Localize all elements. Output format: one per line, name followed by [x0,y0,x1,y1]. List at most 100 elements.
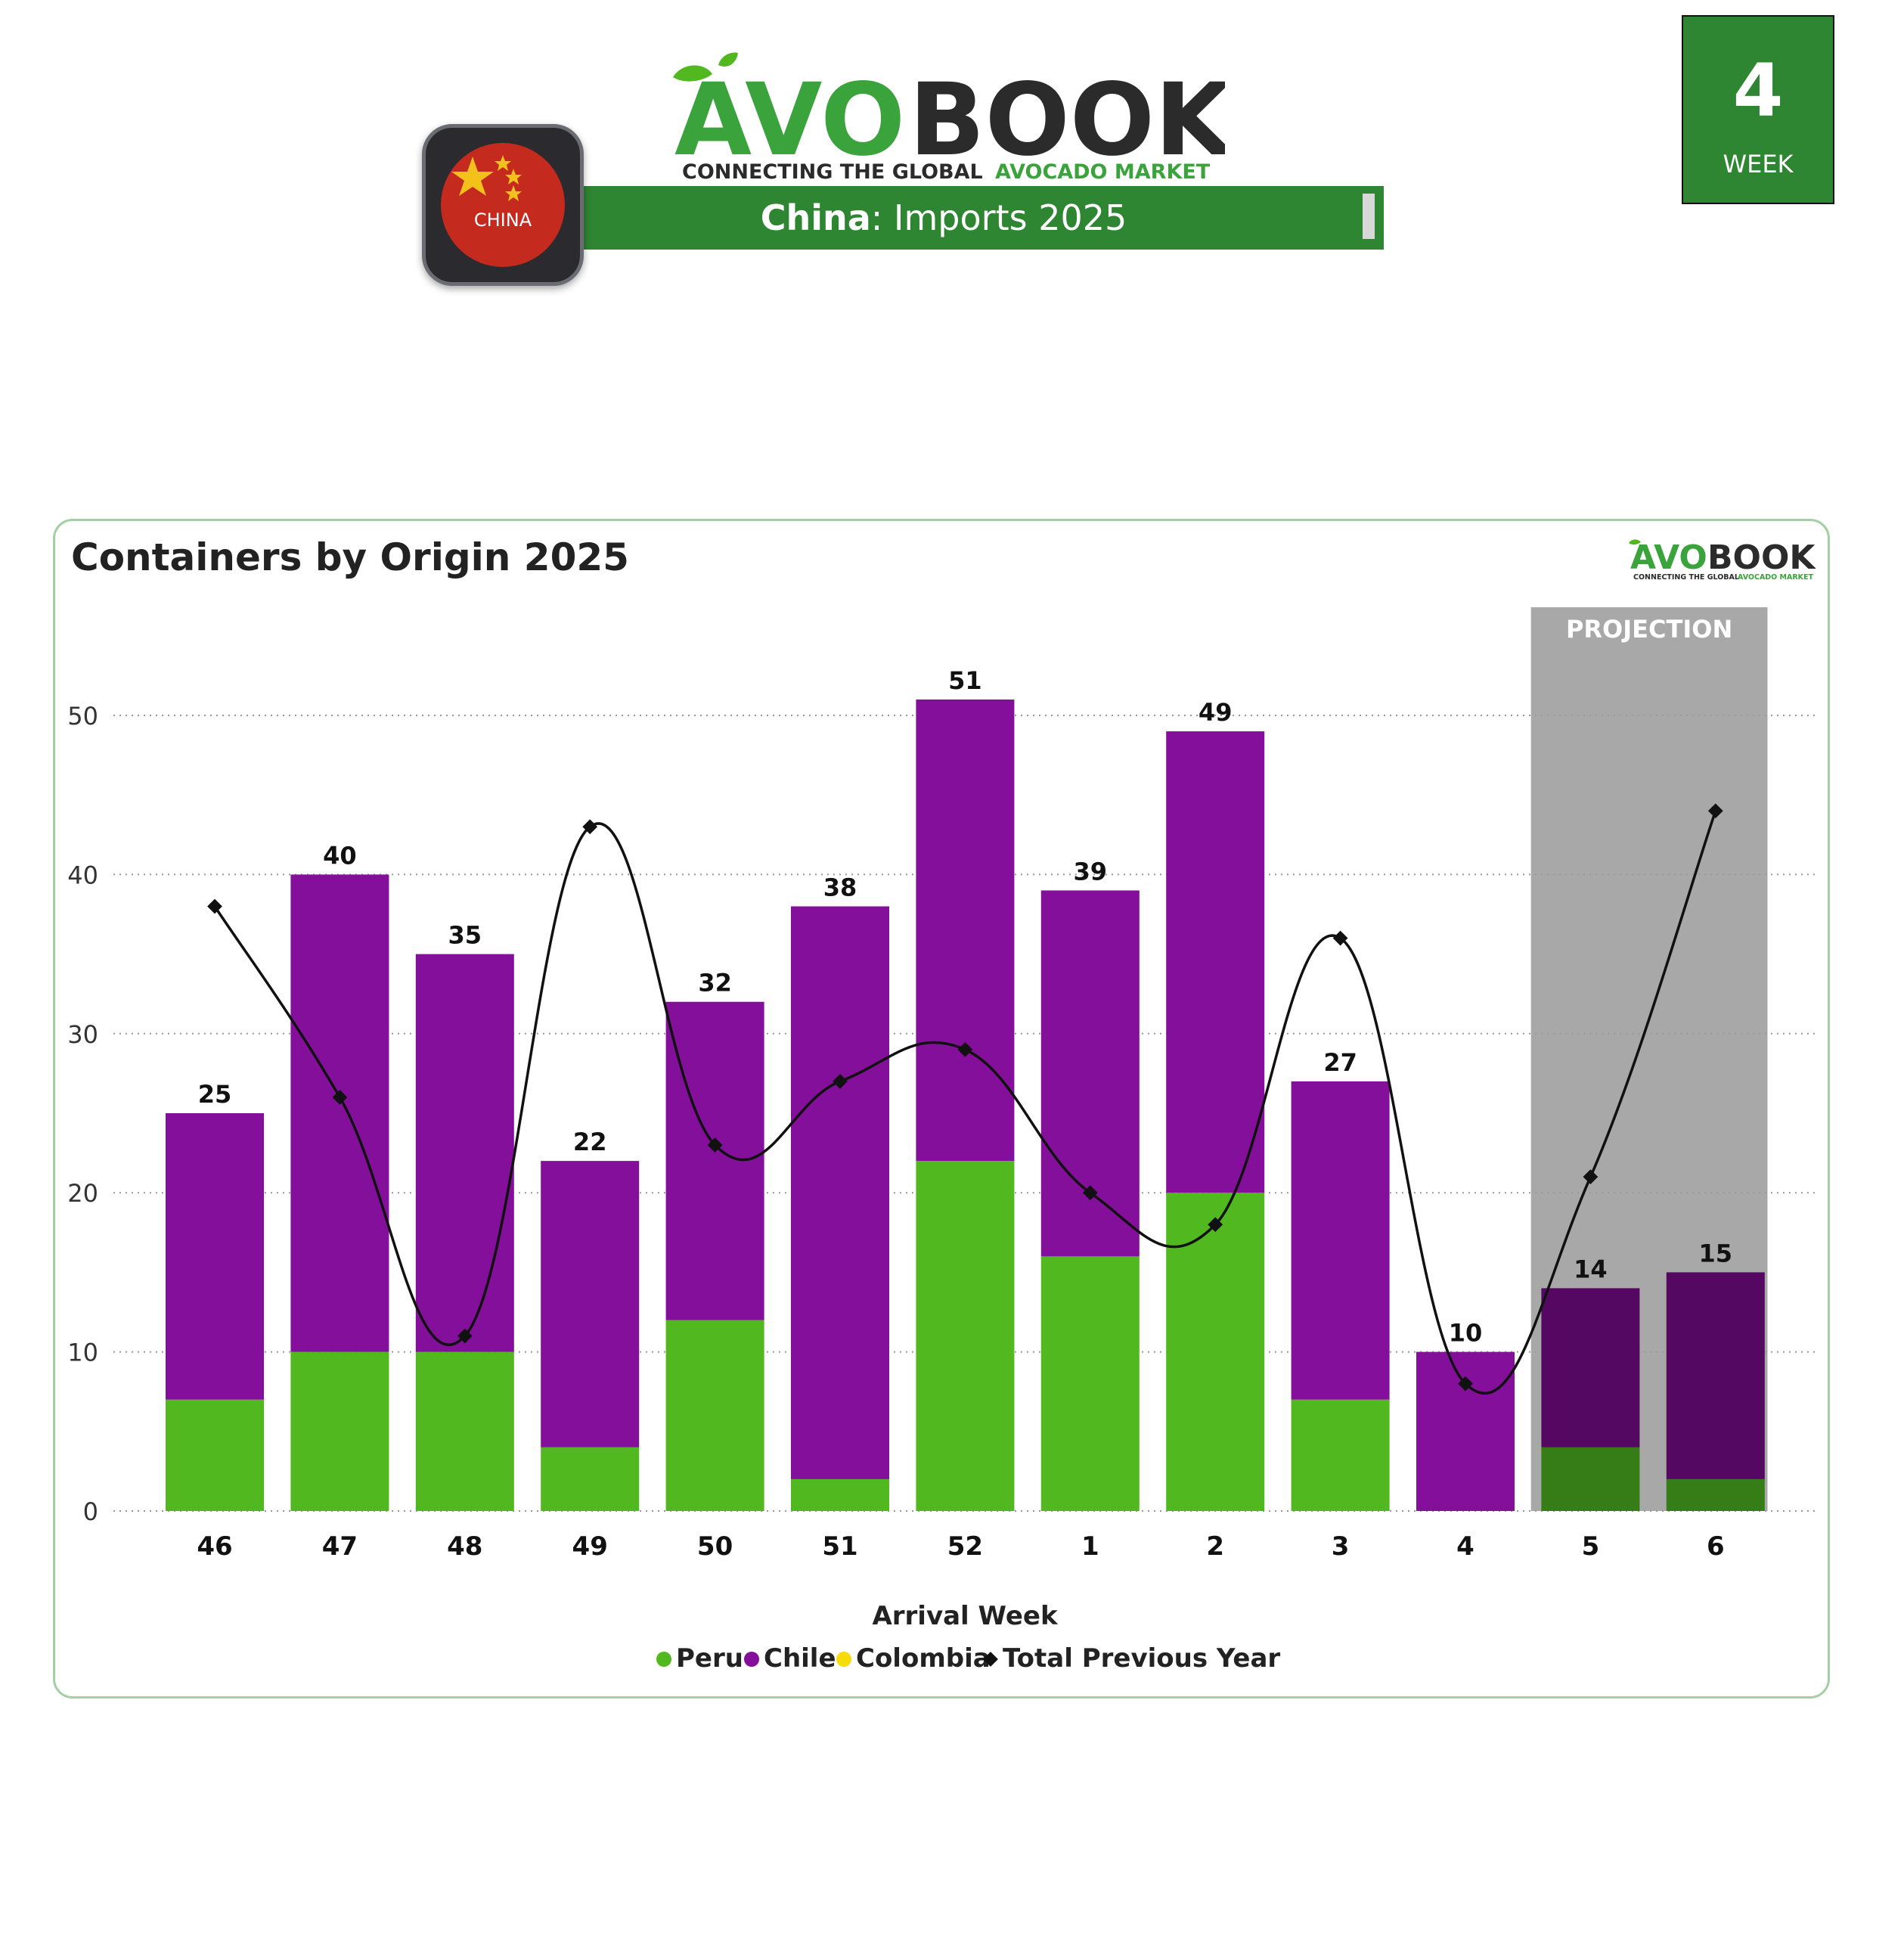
mini-brand-book: BOOK [1707,538,1816,577]
line-marker [1332,930,1348,946]
x-tick-label: 4 [1456,1531,1475,1562]
legend-label: Colombia [856,1643,991,1674]
x-tick-label: 51 [822,1531,857,1562]
x-tick-label: 47 [322,1531,358,1562]
data-label-total: 39 [1074,857,1108,886]
x-axis-title: Arrival Week [872,1601,1059,1631]
y-tick-label: 10 [67,1339,98,1367]
bar-peru [916,1161,1015,1511]
line-marker [1082,1185,1098,1201]
line-marker [582,819,598,835]
line-marker [833,1074,848,1089]
y-tick-label: 40 [67,861,98,889]
bar-peru [791,1478,889,1511]
data-label-total: 49 [1199,698,1233,727]
data-label-total: 15 [1699,1239,1733,1267]
china-flag-icon: CHINA [441,143,565,267]
avobook-mini-logo: AVO BOOK CONNECTING THE GLOBAL AVOCADO M… [1629,538,1816,582]
bar-peru [290,1351,389,1511]
x-tick-label: 48 [447,1531,482,1562]
x-tick-label: 1 [1081,1531,1099,1562]
page-title-bar: China: Imports 2025 [504,186,1384,250]
legend-item: Colombia [836,1643,991,1674]
brand-book: BOOK [909,62,1225,178]
legend-swatch [836,1652,851,1667]
data-label-total: 10 [1449,1319,1483,1348]
x-tick-label: 52 [947,1531,983,1562]
page-title-rest: : Imports 2025 [870,197,1127,238]
bar-chile [1416,1351,1515,1511]
bar-chile [290,874,389,1352]
brand-avo: AVO [674,62,905,178]
y-tick-label: 30 [67,1020,98,1049]
bar-peru [1666,1478,1765,1511]
line-marker [957,1041,973,1057]
x-tick-label: 3 [1332,1531,1350,1562]
projection-label: PROJECTION [1566,615,1732,644]
flag-label: CHINA [473,209,532,231]
line-marker [1208,1217,1223,1233]
bar-peru [1166,1193,1265,1511]
legend-swatch [983,1652,998,1667]
tagline-green: AVOCADO MARKET [995,160,1211,184]
bar-chile [1166,731,1265,1193]
data-label-total: 32 [698,969,732,997]
bar-peru [415,1351,514,1511]
bar-chile [665,1001,764,1320]
avobook-logo: AVO BOOK CONNECTING THE GLOBAL AVOCADO M… [673,52,1225,184]
legend-label: Chile [764,1643,836,1674]
line-marker [457,1328,473,1344]
bar-chile [1666,1272,1765,1479]
x-tick-label: 46 [197,1531,232,1562]
bar-chile [166,1113,264,1400]
y-tick-label: 50 [67,702,98,731]
bar-chile [1040,890,1140,1257]
x-tick-label: 5 [1582,1531,1600,1562]
bar-peru [541,1447,640,1511]
x-tick-label: 49 [572,1531,608,1562]
data-label-total: 14 [1574,1255,1608,1283]
bar-chile [791,906,889,1479]
bar-peru [166,1399,264,1511]
bar-peru [665,1320,764,1511]
bar-chile [541,1161,640,1447]
avocado-leaf-icon [673,52,738,82]
legend-swatch [656,1652,671,1667]
mini-tagline-dark: CONNECTING THE GLOBAL [1633,573,1739,582]
tagline-dark: CONNECTING THE GLOBAL [682,160,983,184]
legend-item: Chile [744,1643,836,1674]
country-flag-badge: CHINA [422,124,584,286]
line-marker [1458,1376,1473,1392]
line-marker [1583,1169,1599,1185]
line-marker [332,1090,348,1105]
data-label-total: 51 [948,666,982,695]
mini-tagline-green: AVOCADO MARKET [1738,573,1814,582]
chart-title: Containers by Origin 2025 [71,535,629,579]
line-marker [1707,803,1723,819]
bar-chile [1541,1288,1640,1447]
legend-label: Total Previous Year [1003,1643,1280,1674]
y-tick-label: 20 [67,1179,98,1208]
data-label-total: 27 [1323,1048,1357,1077]
line-marker [207,898,222,914]
data-label-total: 38 [823,873,857,901]
bar-peru [1291,1399,1390,1511]
x-tick-label: 6 [1707,1531,1725,1562]
bar-peru [1040,1256,1140,1511]
legend-item: Peru [656,1643,743,1674]
bar-chile [415,954,514,1352]
title-bar-marker [1363,194,1375,239]
mini-brand-avo: AVO [1630,538,1707,577]
page-title-country: China [760,197,871,238]
bar-chile [1291,1081,1390,1400]
week-badge: 4 WEEK [1682,15,1834,204]
bar-peru [1541,1447,1640,1511]
data-label-total: 40 [323,841,357,870]
x-tick-label: 2 [1206,1531,1224,1562]
legend-swatch [744,1652,759,1667]
week-label: WEEK [1723,150,1794,178]
x-tick-label: 50 [697,1531,733,1562]
data-label-total: 25 [198,1080,232,1109]
line-marker [707,1137,723,1153]
